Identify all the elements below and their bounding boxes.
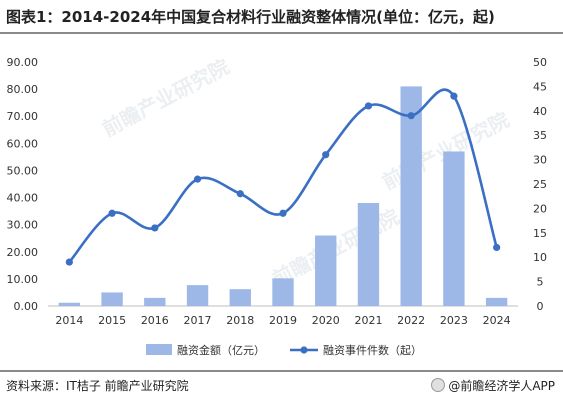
y-right-tick-label: 10 (533, 251, 547, 264)
line-point-2021 (364, 102, 373, 110)
bar-2024 (485, 297, 508, 306)
bar-2022 (400, 86, 422, 307)
line-point-2016 (151, 224, 159, 232)
y-right-tick-label: 5 (537, 276, 544, 289)
x-tick-label: 2021 (354, 314, 382, 327)
line-point-2019 (279, 209, 287, 217)
financing-chart: 0.00 10.00 20.00 30.00 40.00 50.00 60.00 70.00 8… (7, 56, 548, 357)
x-tick-label: 2020 (312, 314, 340, 327)
y-right-tick-label: 50 (533, 56, 547, 69)
y-left-tick-label: 70.00 (7, 110, 39, 123)
brand-text: @前瞻经济学人APP (448, 379, 555, 393)
y-right-tick-label: 20 (533, 202, 547, 215)
x-tick-label: 2022 (397, 314, 425, 327)
chart-title: 图表1：2014-2024年中国复合材料行业融资整体情况(单位：亿元，起) (6, 8, 495, 26)
bar-2014 (58, 302, 81, 306)
legend-bar-label: 融资金额（亿元） (177, 343, 265, 357)
x-tick-label: 2023 (440, 314, 468, 327)
y-left-tick-label: 20.00 (7, 246, 39, 259)
bar-2023 (443, 151, 465, 306)
brand-credit: @前瞻经济学人APP (431, 377, 555, 394)
line-point-2018 (236, 190, 244, 198)
x-tick-label: 2015 (98, 314, 126, 327)
x-tick-label: 2017 (184, 314, 212, 327)
line-point-2024 (493, 243, 501, 252)
line-point-2015 (108, 209, 116, 217)
y-left-tick-label: 60.00 (7, 137, 39, 150)
x-tick-label: 2024 (483, 314, 511, 327)
y-right-tick-label: 40 (533, 105, 547, 118)
y-left-tick-label: 0.00 (14, 300, 39, 313)
y-left-tick-label: 50.00 (7, 164, 39, 177)
line-point-2020 (322, 151, 330, 159)
bar-2021 (357, 202, 380, 306)
brand-logo-icon (431, 378, 446, 392)
y-left-tick-label: 80.00 (7, 83, 39, 96)
x-tick-label: 2018 (226, 314, 254, 327)
title-divider (0, 32, 563, 34)
y-right-tick-label: 30 (533, 154, 547, 167)
x-tick-label: 2014 (55, 314, 83, 327)
y-left-tick-label: 30.00 (7, 219, 39, 232)
y-right-tick-label: 25 (533, 178, 547, 191)
line-point-2023 (450, 92, 458, 100)
y-left-tick-label: 10.00 (7, 273, 39, 286)
legend-bar-swatch (146, 344, 172, 355)
bar-2017 (186, 285, 209, 306)
x-tick-label: 2016 (141, 314, 169, 327)
line-point-2017 (193, 175, 202, 183)
legend-line-label: 融资事件件数（起） (323, 344, 422, 357)
y-right-tick-label: 35 (533, 129, 547, 142)
line-point-2022 (407, 112, 415, 120)
y-left-tick-label: 40.00 (7, 192, 39, 205)
footer-divider (0, 370, 563, 372)
bar-2020 (315, 235, 337, 306)
bar-2015 (101, 292, 123, 306)
y-right-tick-label: 0 (537, 300, 544, 313)
bar-2016 (144, 297, 166, 306)
y-left-tick-label: 90.00 (7, 56, 39, 69)
legend-line-marker (300, 346, 308, 354)
line-series (68, 88, 498, 263)
bar-2019 (272, 278, 294, 306)
x-tick-label: 2019 (269, 314, 297, 327)
bar-2018 (229, 289, 251, 306)
source-note: 资料来源：IT桔子 前瞻产业研究院 (6, 379, 189, 393)
y-right-tick-label: 15 (533, 227, 547, 240)
line-point-2014 (65, 258, 73, 266)
y-right-tick-label: 45 (533, 80, 547, 93)
